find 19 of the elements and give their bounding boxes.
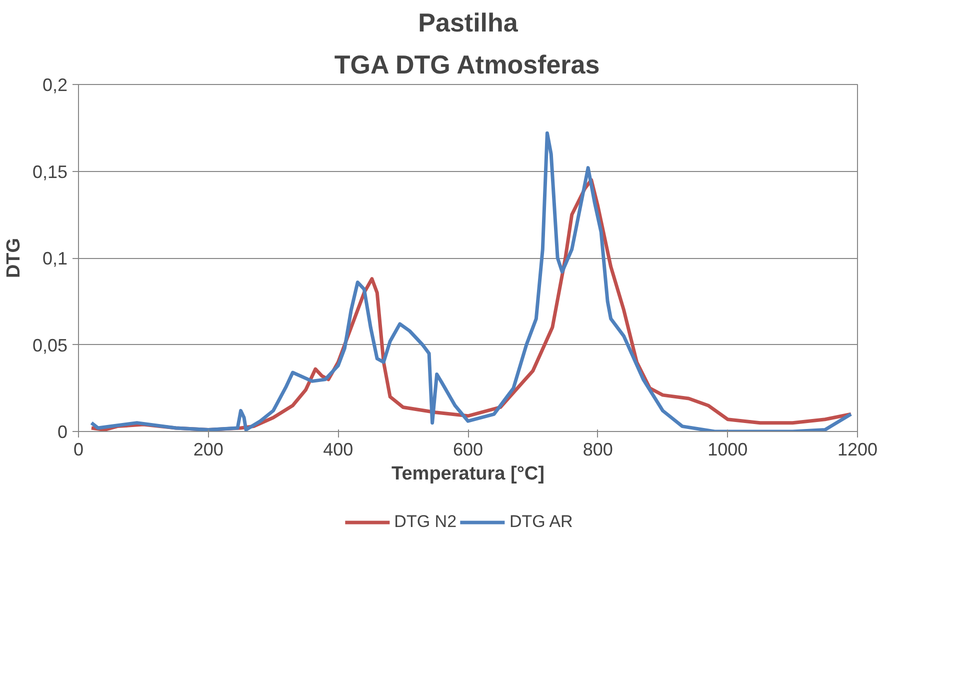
x-tick-label: 800 — [582, 440, 613, 460]
y-tick-label: 0,1 — [42, 248, 68, 268]
x-tick-label: 400 — [323, 440, 354, 460]
chart-subtitle: TGA DTG Atmosferas — [334, 50, 600, 80]
chart-title: Pastilha — [418, 8, 518, 38]
x-tick-label: 200 — [193, 440, 224, 460]
y-tick-label: 0,2 — [42, 75, 68, 95]
y-tick-label: 0,05 — [32, 335, 68, 356]
y-tick-label: 0,15 — [32, 162, 68, 182]
x-tick-label: 1000 — [708, 440, 748, 460]
y-axis-title: DTG — [3, 238, 24, 278]
legend-label: DTG AR — [510, 512, 573, 532]
legend-label: DTG N2 — [394, 512, 457, 532]
line-series — [90, 131, 853, 432]
x-tick-label: 1200 — [837, 440, 878, 460]
x-axis-title: Temperatura [°C] — [392, 464, 544, 484]
x-tick-label: 0 — [73, 440, 84, 460]
x-tick-label: 600 — [452, 440, 484, 460]
y-tick-label: 0 — [57, 422, 68, 442]
